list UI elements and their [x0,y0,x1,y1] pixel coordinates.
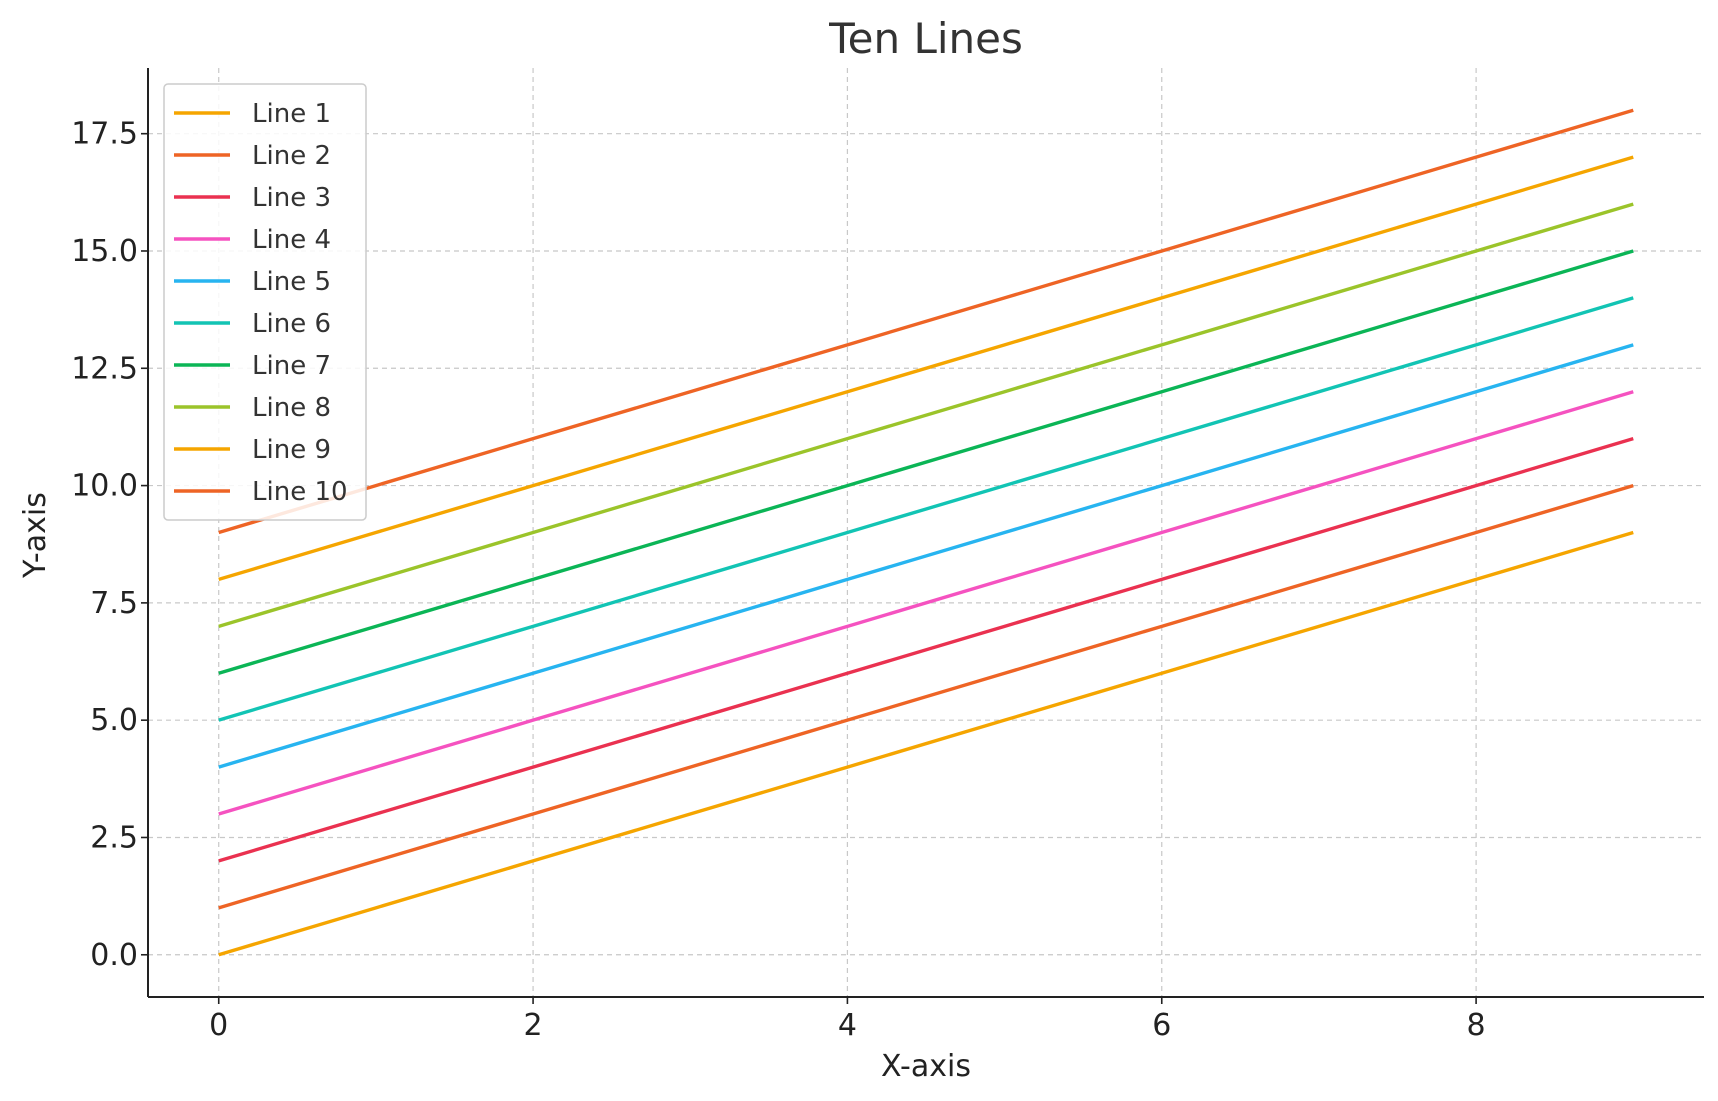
legend-label: Line 2 [252,141,331,171]
axes [147,68,1704,998]
legend-item: Line 8 [174,393,331,423]
legend-item: Line 5 [174,267,331,297]
legend-item: Line 3 [174,183,331,213]
x-tick-label: 0 [209,1008,228,1043]
y-tick-label: 12.5 [71,351,138,386]
series-line-2 [218,483,1634,910]
x-tick-label: 2 [524,1008,543,1043]
series-line-1 [218,530,1634,957]
y-axis-label: Y-axis [18,492,53,579]
series-line-5 [218,343,1634,769]
x-axis-label: X-axis [881,1049,971,1084]
legend-item: Line 6 [174,309,331,339]
y-tick-label: 5.0 [90,703,138,738]
legend-label: Line 3 [252,183,331,213]
series-lines [218,108,1634,957]
y-tick-label: 2.5 [90,820,138,855]
legend-item: Line 9 [174,435,331,465]
legend-label: Line 4 [252,225,331,255]
legend-item: Line 4 [174,225,331,255]
x-tick-label: 4 [838,1008,857,1043]
series-line-9 [218,155,1634,582]
series-line-8 [218,202,1634,628]
legend-label: Line 6 [252,309,331,339]
chart-title: Ten Lines [828,14,1023,63]
x-tick-label: 6 [1152,1008,1171,1043]
legend-label: Line 5 [252,267,331,297]
y-tick-label: 0.0 [90,938,138,973]
x-axis-ticks: 0 2 4 6 8 [209,997,1486,1043]
series-line-3 [218,437,1634,863]
legend: Line 1 Line 2 Line 3 Line 4 Line 5 Line 6 Line… [163,83,367,521]
legend-frame [163,83,367,521]
x-tick-label: 8 [1467,1008,1486,1043]
y-tick-label: 15.0 [71,234,138,269]
series-line-10 [218,108,1634,535]
y-tick-label: 17.5 [71,117,138,152]
y-tick-label: 7.5 [90,586,138,621]
legend-item: Line 10 [174,477,348,507]
series-line-7 [218,249,1634,675]
y-tick-label: 10.0 [71,469,138,504]
legend-label: Line 9 [252,435,331,465]
y-axis-ticks: 0.0 2.5 5.0 7.5 10.0 12.5 15.0 17.5 [71,117,148,973]
legend-label: Line 1 [252,99,331,129]
legend-label: Line 10 [252,477,348,507]
legend-item: Line 1 [174,99,331,129]
series-line-4 [218,390,1634,816]
legend-item: Line 7 [174,351,331,381]
legend-label: Line 8 [252,393,331,423]
legend-item: Line 2 [174,141,331,171]
legend-label: Line 7 [252,351,331,381]
series-line-6 [218,296,1634,722]
